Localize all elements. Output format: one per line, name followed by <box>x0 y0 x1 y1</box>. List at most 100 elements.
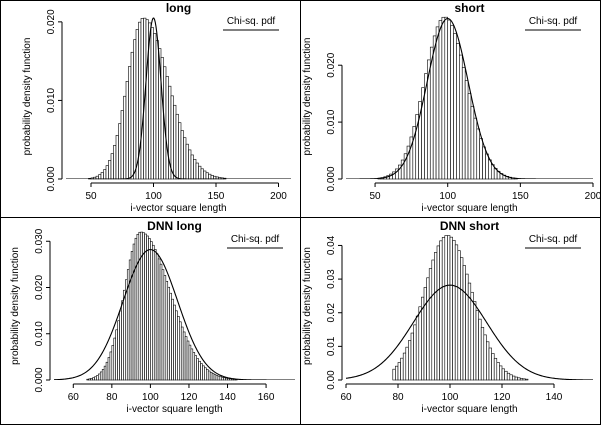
histogram-bar <box>447 235 451 381</box>
chi-sq-curve <box>66 17 291 179</box>
histogram-bar <box>439 240 443 381</box>
y-tick-label: 0.000 <box>46 166 57 191</box>
x-axis-label: i-vector square length <box>421 404 517 415</box>
histogram-bar <box>133 39 137 180</box>
histogram-bar <box>155 40 159 180</box>
histogram-bar <box>173 104 177 180</box>
x-tick-label: 140 <box>546 392 563 403</box>
histogram-bar <box>410 332 414 381</box>
x-tick-label: 200 <box>585 191 601 202</box>
chi-sq-curve <box>346 18 593 179</box>
histogram-bar <box>397 362 401 381</box>
histogram-bar <box>452 239 456 381</box>
legend-label: Chi-sq. pdf <box>227 16 276 27</box>
histogram-bar <box>432 35 437 180</box>
histogram-bar <box>438 20 443 180</box>
histogram-bar <box>483 334 487 381</box>
axes: 50 100 150 200 0.000 0.010 0.020 <box>326 52 601 202</box>
histogram-bar <box>402 352 407 381</box>
histogram-bar <box>426 277 430 381</box>
histogram-bar <box>467 93 472 180</box>
panel-dnn-long: 60 80 100 120 140 160 0.000 0.010 0.020 0.030 DNN… <box>10 219 295 415</box>
histogram-bar <box>465 273 469 381</box>
histogram-bar <box>461 67 466 180</box>
histogram-bar <box>125 81 129 180</box>
histogram-bar <box>423 287 427 381</box>
histogram-bar <box>485 153 489 180</box>
histogram-bar <box>150 27 154 180</box>
legend-label: Chi-sq. pdf <box>529 16 578 27</box>
y-axis-label: probability density function <box>302 247 313 365</box>
histogram-bar <box>512 375 516 381</box>
histogram-bar <box>488 347 492 381</box>
axes: 60 80 100 120 140 160 0.000 0.010 0.020 0.030 <box>34 228 275 403</box>
histogram-bars <box>392 235 529 381</box>
histogram-bar <box>108 160 112 180</box>
panel-title: DNN short <box>440 219 499 233</box>
histogram-bar <box>444 235 448 381</box>
histogram-bar <box>408 340 412 381</box>
histogram-bar <box>519 378 524 381</box>
y-axis-label: probability density function <box>10 247 21 365</box>
histogram-bar <box>203 170 207 180</box>
histogram-bar <box>476 128 480 180</box>
y-tick-label: 0.00 <box>326 370 337 390</box>
axes: 60 80 100 120 140 0.00 0.01 0.02 0.03 0.04 <box>326 235 563 403</box>
x-tick-label: 100 <box>442 392 459 403</box>
chi-sq-curve <box>346 284 593 380</box>
histogram-bar <box>188 149 192 180</box>
y-tick-label: 0.010 <box>46 87 57 112</box>
y-tick-label: 0.04 <box>326 235 337 255</box>
histogram-bar <box>165 76 169 180</box>
histogram-bar <box>435 26 440 180</box>
histogram-bar <box>170 95 174 180</box>
histogram-bar <box>450 25 454 180</box>
panel-short: 50 100 150 200 0.000 0.010 0.020 short i-vecto… <box>302 1 601 214</box>
histogram-bar <box>130 51 134 180</box>
histogram-bar <box>488 159 492 180</box>
legend: Chi-sq. pdf <box>223 16 279 31</box>
histogram-bar <box>491 353 495 381</box>
x-tick-label: 60 <box>68 392 80 403</box>
chi-sq-line <box>346 284 593 380</box>
axes: 50 100 150 200 0.000 0.010 0.020 <box>46 9 287 202</box>
histogram-bar <box>103 169 107 180</box>
histogram-bar <box>200 168 204 180</box>
histogram-bar <box>478 318 482 381</box>
histogram-bar <box>198 165 202 180</box>
histogram-bar <box>482 146 486 180</box>
legend-label: Chi-sq. pdf <box>529 234 578 245</box>
legend-label: Chi-sq. pdf <box>231 234 280 245</box>
histogram-bar <box>180 130 184 180</box>
histogram-bar <box>473 117 478 180</box>
histogram-bar <box>205 172 209 180</box>
histogram-bar <box>449 236 453 381</box>
histogram-bar <box>140 18 144 180</box>
histogram-bar <box>441 237 446 381</box>
histogram-bar <box>447 19 451 180</box>
histogram-bar <box>525 378 529 381</box>
histogram-bar <box>123 95 127 180</box>
y-tick-label: 0.010 <box>34 321 45 346</box>
histogram-bar <box>444 16 449 180</box>
histogram-bar <box>479 138 483 180</box>
x-axis-label: i-vector square length <box>126 404 222 415</box>
y-axis-label: probability density function <box>22 38 33 156</box>
histogram-bar <box>499 365 503 381</box>
histogram-bar <box>496 362 500 381</box>
histogram-bar <box>392 368 396 381</box>
histogram-bar <box>486 341 490 381</box>
x-tick-label: 140 <box>219 392 236 403</box>
histogram-bar <box>118 123 122 180</box>
legend: Chi-sq. pdf <box>525 234 581 249</box>
histogram-bar <box>457 250 461 381</box>
histogram-bar <box>415 315 420 381</box>
histogram-bar <box>462 265 466 381</box>
x-tick-label: 50 <box>369 191 381 202</box>
panel-title: DNN long <box>147 219 202 233</box>
chi-sq-curve <box>54 249 295 380</box>
histogram-bar <box>493 357 498 381</box>
histogram-bar <box>504 370 508 381</box>
legend: Chi-sq. pdf <box>227 234 283 249</box>
